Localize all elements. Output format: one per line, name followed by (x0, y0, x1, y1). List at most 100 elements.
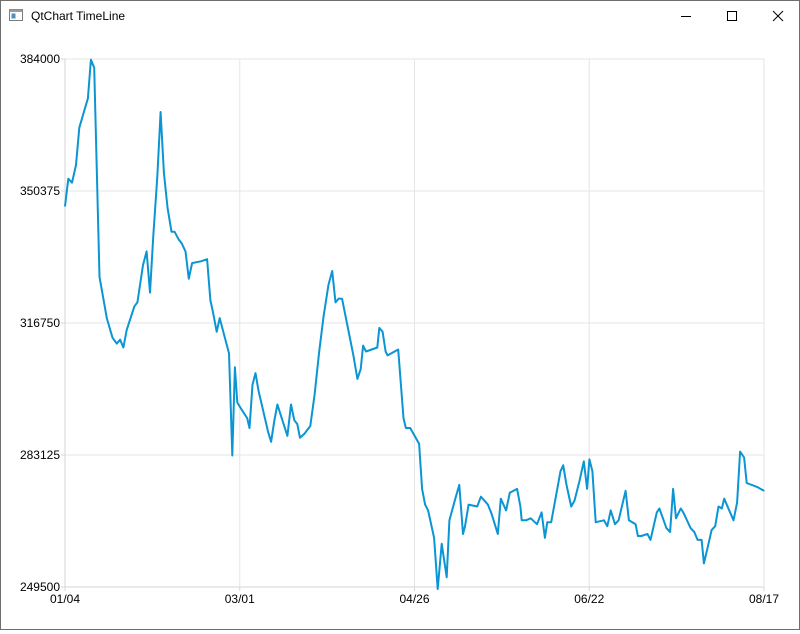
maximize-icon (727, 11, 737, 21)
data-point (680, 507, 682, 510)
data-point (591, 470, 594, 472)
timeline-chart: 249500 283125 316750 350375 384000 01/04 03/01… (20, 52, 779, 606)
data-point (142, 264, 144, 266)
data-point (437, 588, 439, 590)
data-point (385, 350, 387, 353)
data-point (286, 435, 288, 437)
x-tick-label: 01/04 (50, 592, 80, 606)
data-point (509, 492, 511, 494)
y-tick-label: 350375 (20, 184, 60, 198)
data-point (371, 348, 373, 351)
data-point (173, 231, 176, 233)
data-point (595, 521, 597, 523)
data-point (206, 258, 208, 260)
data-point (614, 523, 616, 525)
data-point (133, 305, 135, 307)
data-point (178, 239, 180, 241)
data-point (565, 484, 568, 486)
close-icon (772, 10, 784, 22)
data-point (93, 67, 95, 69)
data-point (365, 350, 367, 353)
data-point (441, 543, 443, 545)
data-point (126, 329, 128, 331)
data-point (136, 301, 138, 303)
data-point (714, 525, 716, 527)
data-point (248, 427, 251, 429)
data-point (736, 502, 738, 504)
data-point (550, 521, 552, 523)
minimize-icon (681, 16, 691, 17)
data-point (75, 164, 77, 166)
data-point (578, 480, 581, 482)
y-tick-label: 249500 (20, 580, 60, 594)
data-point (251, 384, 254, 386)
data-point (487, 504, 489, 506)
data-point (356, 378, 358, 380)
data-point (448, 519, 450, 521)
data-point (276, 403, 278, 406)
data-point (756, 486, 758, 488)
close-button[interactable] (755, 1, 800, 31)
data-point (458, 484, 460, 486)
data-point (603, 519, 605, 521)
x-tick-label: 03/01 (225, 592, 255, 606)
window-title: QtChart TimeLine (31, 9, 126, 23)
data-point (521, 519, 523, 521)
data-point (338, 297, 340, 300)
data-point (280, 415, 282, 417)
data-point (562, 464, 564, 466)
data-point (146, 250, 148, 252)
data-point (254, 372, 257, 374)
data-point (418, 443, 420, 445)
data-point (331, 270, 333, 272)
data-point (257, 390, 260, 392)
data-point (270, 441, 272, 443)
data-point (170, 231, 173, 233)
data-point (231, 454, 233, 457)
data-point (397, 348, 399, 351)
app-window-icon (9, 9, 23, 21)
data-point (346, 323, 348, 325)
data-point (588, 458, 591, 460)
maximize-button[interactable] (709, 1, 755, 31)
data-point (405, 427, 407, 429)
data-point (116, 343, 118, 345)
minimize-button[interactable] (663, 1, 709, 31)
title-bar[interactable]: QtChart TimeLine (1, 1, 799, 31)
data-point (606, 525, 608, 527)
data-point (191, 262, 193, 264)
data-point (273, 419, 275, 421)
data-point (570, 505, 572, 508)
data-point (409, 427, 411, 429)
data-point (111, 337, 114, 339)
data-point (360, 368, 362, 370)
data-point (78, 127, 80, 129)
data-point (586, 488, 588, 490)
data-point (234, 366, 236, 368)
data-point (184, 250, 187, 252)
data-point (536, 523, 538, 525)
data-point (583, 460, 585, 462)
data-point (156, 176, 158, 178)
data-point (446, 576, 448, 578)
data-point (480, 496, 482, 498)
data-point (98, 276, 101, 278)
data-point (314, 394, 316, 396)
data-point (149, 292, 151, 294)
data-point (763, 490, 765, 492)
data-point (378, 327, 380, 329)
x-tick-label: 04/26 (399, 592, 429, 606)
data-point (323, 315, 325, 317)
data-point (341, 298, 343, 300)
data-point (693, 531, 695, 533)
data-point (707, 547, 709, 549)
data-point (200, 260, 202, 262)
data-point (625, 490, 627, 492)
data-point (618, 519, 620, 521)
data-point (122, 346, 124, 349)
data-point (67, 178, 69, 180)
data-point (669, 531, 671, 533)
data-point (491, 513, 493, 515)
data-point (119, 339, 121, 341)
